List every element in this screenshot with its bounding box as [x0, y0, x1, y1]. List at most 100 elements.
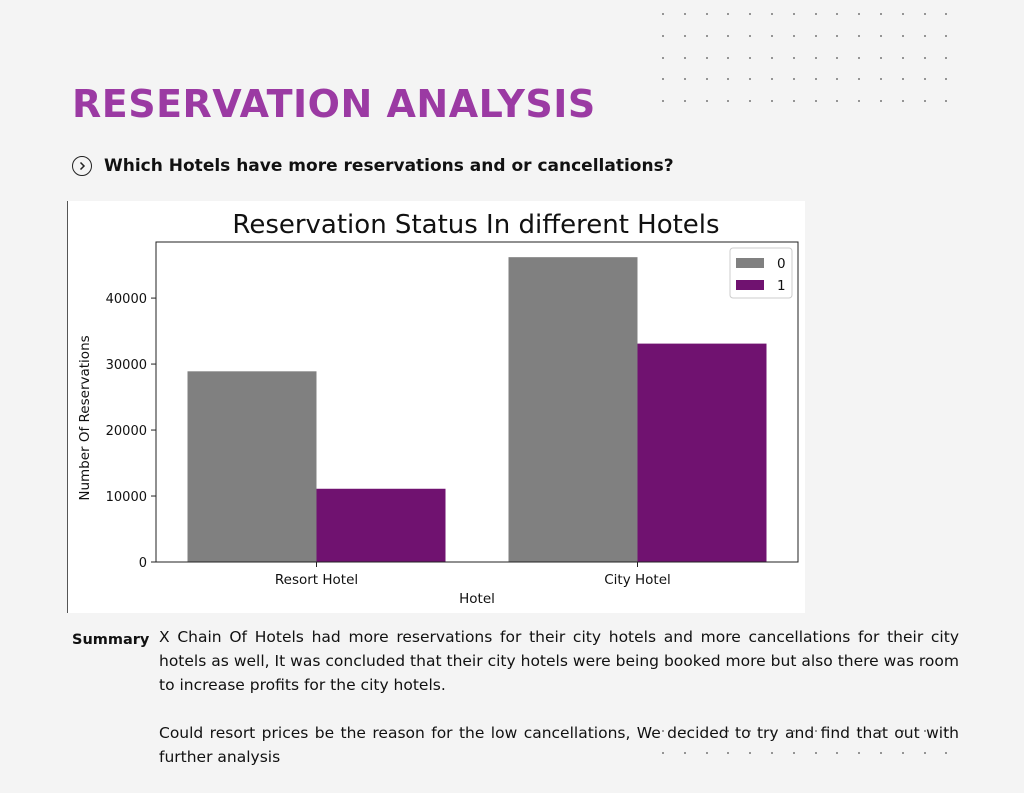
- decorative-dot: [727, 34, 730, 37]
- decorative-dot: [836, 730, 839, 732]
- chart-ylabel: Number Of Reservations: [77, 335, 93, 500]
- decorative-dot: [662, 56, 664, 59]
- bar: [187, 371, 317, 562]
- decorative-dot: [792, 78, 795, 81]
- decorative-dot: [945, 34, 948, 37]
- decorative-dot: [662, 78, 664, 81]
- decorative-dot: [727, 751, 730, 754]
- decorative-dot: [792, 56, 795, 59]
- question-text: Which Hotels have more reservations and …: [104, 156, 674, 176]
- decorative-dot: [945, 100, 948, 103]
- decorative-dot: [662, 100, 664, 103]
- decorative-dot: [901, 56, 904, 59]
- summary-body: X Chain Of Hotels had more reservations …: [159, 625, 959, 793]
- summary-paragraph: X Chain Of Hotels had more reservations …: [159, 628, 959, 694]
- decorative-dot: [705, 13, 708, 15]
- decorative-dot: [771, 78, 773, 81]
- decorative-dot: [836, 751, 839, 754]
- decorative-dot: [727, 78, 730, 81]
- decorative-dot: [662, 730, 664, 732]
- decorative-dot: [880, 34, 882, 37]
- decorative-dot: [662, 13, 664, 15]
- decorative-dot: [683, 78, 686, 81]
- decorative-dot: [727, 100, 730, 103]
- decorative-dot: [683, 34, 686, 37]
- decorative-dot: [814, 100, 817, 103]
- decorative-dot: [836, 34, 839, 37]
- decorative-dot: [858, 56, 861, 59]
- decorative-dot: [923, 13, 926, 15]
- decorative-dot: [814, 34, 817, 37]
- decorative-dot: [683, 751, 686, 754]
- decorative-dot: [771, 730, 773, 732]
- page-title: RESERVATION ANALYSIS: [72, 82, 596, 126]
- decorative-dot: [705, 78, 708, 81]
- decorative-dot: [749, 751, 752, 754]
- decorative-dot: [705, 730, 708, 732]
- decorative-dot: [771, 56, 773, 59]
- decorative-dot: [923, 78, 926, 81]
- y-tick-label: 30000: [106, 358, 147, 373]
- decorative-dot: [880, 100, 882, 103]
- decorative-dot: [771, 751, 773, 754]
- decorative-dot: [858, 751, 861, 754]
- decorative-dot: [945, 13, 948, 15]
- decorative-dot: [901, 730, 904, 732]
- decorative-dot: [705, 100, 708, 103]
- decorative-dot: [727, 56, 730, 59]
- decorative-dot: [749, 56, 752, 59]
- decorative-dot: [705, 56, 708, 59]
- decorative-dot: [923, 56, 926, 59]
- decorative-dot: [814, 56, 817, 59]
- decorative-dot: [814, 751, 817, 754]
- decorative-dot: [880, 751, 882, 754]
- decorative-dot: [945, 56, 948, 59]
- decorative-dot: [836, 13, 839, 15]
- decorative-dot: [683, 56, 686, 59]
- decorative-dot: [901, 78, 904, 81]
- bar: [637, 343, 767, 562]
- decorative-dot: [749, 730, 752, 732]
- chart-xlabel: Hotel: [459, 591, 495, 607]
- y-tick-label: 40000: [106, 292, 147, 307]
- legend-swatch: [736, 280, 764, 290]
- decorative-dot: [858, 100, 861, 103]
- decorative-dot: [836, 56, 839, 59]
- decorative-dot: [945, 751, 948, 754]
- decorative-dot: [771, 13, 773, 15]
- decorative-dot: [901, 34, 904, 37]
- decorative-dot: [901, 13, 904, 15]
- decorative-dot: [749, 100, 752, 103]
- decorative-dot: [792, 13, 795, 15]
- decorative-dot: [814, 13, 817, 15]
- decorative-dot: [923, 751, 926, 754]
- decorative-dot: [880, 78, 882, 81]
- decorative-dot: [923, 34, 926, 37]
- decorative-dot: [858, 730, 861, 732]
- y-tick-label: 10000: [106, 490, 147, 505]
- decorative-dot: [880, 730, 882, 732]
- decorative-dot: [814, 730, 817, 732]
- decorative-dot: [705, 751, 708, 754]
- decorative-dot: [792, 751, 795, 754]
- bar-chart: Reservation Status In different Hotels N…: [67, 201, 805, 613]
- x-axis: Resort Hotel City Hotel: [275, 562, 671, 588]
- decorative-dot: [880, 56, 882, 59]
- decorative-dot: [771, 34, 773, 37]
- legend-swatch: [736, 258, 764, 268]
- decorative-dot: [749, 34, 752, 37]
- y-tick-label: 20000: [106, 424, 147, 439]
- decorative-dot: [683, 730, 686, 732]
- decorative-dot: [683, 13, 686, 15]
- decorative-dot: [923, 100, 926, 103]
- decorative-dot: [901, 751, 904, 754]
- y-tick-label: 0: [139, 556, 147, 571]
- decorative-dot: [771, 100, 773, 103]
- decorative-dot: [662, 34, 664, 37]
- decorative-dot: [662, 751, 664, 754]
- bar: [316, 488, 446, 562]
- decorative-dot: [923, 730, 926, 732]
- bar-group: [187, 257, 767, 562]
- decorative-dot: [836, 78, 839, 81]
- decorative-dot: [792, 730, 795, 732]
